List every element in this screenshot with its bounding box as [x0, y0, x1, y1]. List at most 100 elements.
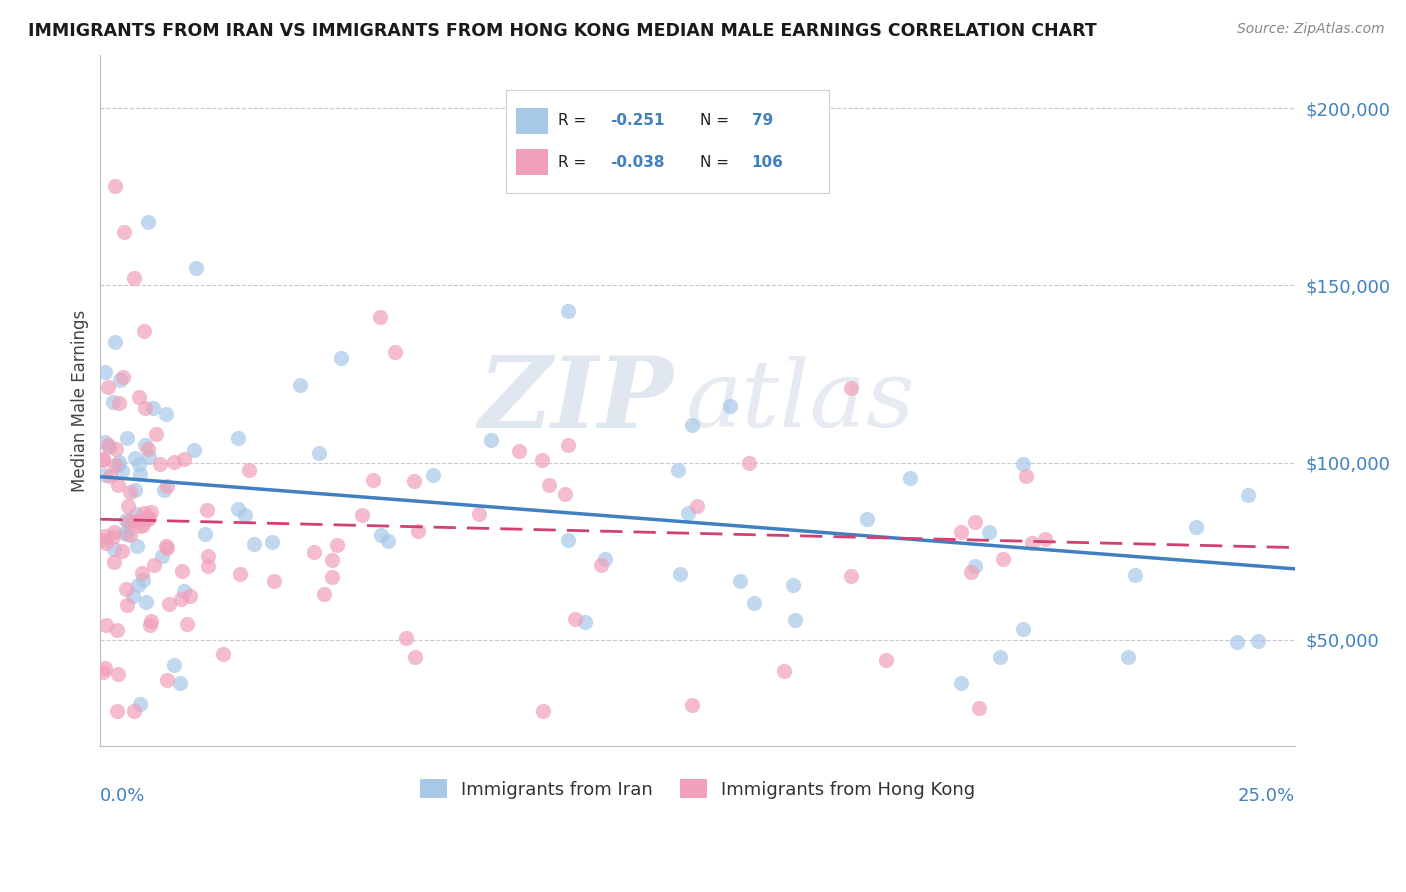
Point	[361, 474, 384, 488]
Text: ZIP: ZIP	[478, 352, 673, 449]
Point	[1237, 488, 1260, 502]
Point	[991, 551, 1014, 566]
Point	[122, 589, 145, 603]
Legend: Immigrants from Iran, Immigrants from Hong Kong: Immigrants from Iran, Immigrants from Ho…	[412, 772, 983, 806]
Point	[136, 214, 159, 228]
Point	[538, 478, 561, 492]
Point	[112, 370, 135, 384]
Point	[960, 565, 983, 579]
Point	[105, 623, 128, 637]
Point	[377, 533, 399, 548]
Point	[150, 549, 173, 563]
Point	[591, 558, 613, 572]
Point	[131, 566, 153, 581]
Point	[197, 549, 219, 563]
Point	[156, 673, 179, 687]
Point	[1226, 634, 1249, 648]
Point	[169, 675, 191, 690]
Point	[194, 527, 217, 541]
Point	[124, 514, 146, 528]
Point	[124, 507, 146, 521]
Point	[950, 676, 973, 690]
Point	[304, 545, 326, 559]
Point	[262, 535, 284, 549]
Point	[134, 401, 156, 416]
Point	[118, 514, 141, 528]
Point	[875, 653, 897, 667]
Point	[173, 584, 195, 599]
Point	[103, 524, 125, 539]
Point	[104, 458, 127, 473]
Point	[370, 528, 392, 542]
Point	[668, 566, 690, 581]
Point	[308, 446, 330, 460]
Point	[98, 469, 121, 483]
Point	[384, 344, 406, 359]
Point	[744, 596, 766, 610]
Point	[114, 525, 136, 540]
Point	[321, 553, 343, 567]
Point	[326, 538, 349, 552]
Point	[139, 617, 162, 632]
Point	[531, 704, 554, 718]
Point	[128, 390, 150, 404]
Point	[129, 467, 152, 481]
Point	[104, 442, 127, 456]
Point	[183, 442, 205, 457]
Point	[132, 324, 155, 338]
Point	[184, 260, 207, 275]
Point	[1012, 457, 1035, 471]
Point	[728, 574, 751, 589]
Point	[138, 450, 160, 464]
Point	[157, 597, 180, 611]
Point	[103, 542, 125, 557]
Point	[226, 431, 249, 445]
Point	[564, 612, 586, 626]
Point	[97, 441, 120, 455]
Point	[841, 381, 863, 395]
Point	[122, 704, 145, 718]
Point	[118, 485, 141, 500]
Point	[97, 380, 120, 394]
Point	[108, 395, 131, 409]
Point	[170, 592, 193, 607]
Point	[233, 508, 256, 522]
Point	[422, 468, 444, 483]
Point	[101, 530, 124, 544]
Point	[173, 452, 195, 467]
Point	[115, 513, 138, 527]
Point	[195, 503, 218, 517]
Point	[1015, 468, 1038, 483]
Point	[152, 483, 174, 498]
Point	[156, 541, 179, 555]
Point	[117, 515, 139, 529]
Point	[97, 438, 120, 452]
Text: atlas: atlas	[686, 356, 915, 446]
Point	[145, 426, 167, 441]
Point	[772, 665, 794, 679]
Point	[329, 351, 352, 366]
Point	[979, 524, 1001, 539]
Point	[94, 536, 117, 550]
Point	[136, 512, 159, 526]
Point	[138, 510, 160, 524]
Point	[368, 310, 391, 325]
Point	[176, 617, 198, 632]
Point	[676, 506, 699, 520]
Point	[666, 463, 689, 477]
Point	[1011, 622, 1033, 636]
Point	[115, 598, 138, 612]
Point	[170, 564, 193, 578]
Point	[402, 475, 425, 489]
Point	[141, 615, 163, 629]
Point	[91, 451, 114, 466]
Point	[118, 527, 141, 541]
Point	[557, 303, 579, 318]
Point	[783, 613, 806, 627]
Point	[839, 568, 862, 582]
Point	[103, 555, 125, 569]
Point	[738, 456, 761, 470]
Point	[103, 394, 125, 409]
Point	[900, 470, 922, 484]
Point	[142, 401, 165, 415]
